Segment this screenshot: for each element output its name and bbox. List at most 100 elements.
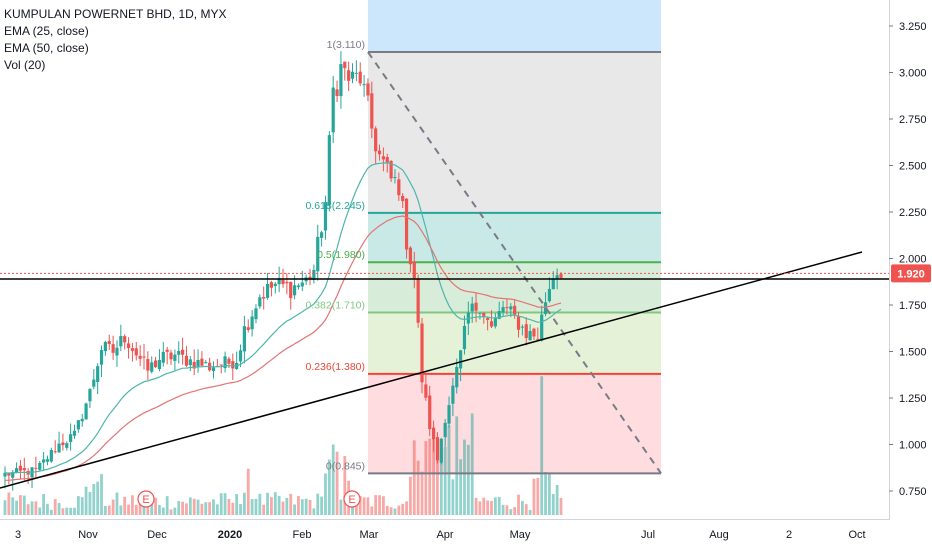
candle-body: [354, 72, 358, 74]
volume-bar: [242, 492, 246, 515]
candle-body: [501, 307, 505, 313]
volume-bar: [327, 459, 331, 515]
volume-bar: [127, 504, 130, 515]
candle-body: [555, 275, 559, 279]
candle-body: [65, 443, 69, 448]
candle-body: [431, 427, 436, 440]
candle-body: [22, 468, 26, 471]
candle-body: [285, 281, 289, 284]
candle-body: [536, 338, 540, 340]
candle-body: [323, 202, 328, 231]
time-tick-label: Mar: [360, 529, 379, 541]
candle-body: [416, 279, 420, 323]
candle-body: [254, 308, 258, 320]
volume-bar: [463, 439, 466, 515]
candle-body: [478, 312, 482, 314]
ascending-trendline[interactable]: [0, 251, 863, 489]
price-tick-label: 0.750: [899, 486, 927, 498]
candle-body: [424, 384, 428, 398]
volume-bar: [316, 493, 320, 515]
volume-bar: [409, 476, 412, 515]
candle-body: [250, 316, 254, 330]
earnings-marker-icon[interactable]: [343, 490, 361, 508]
price-tick-label: 2.250: [899, 207, 927, 219]
fib-level-label: 0.5(1.980): [317, 249, 365, 261]
candle-body: [455, 366, 459, 388]
volume-bar: [424, 441, 428, 515]
candle-body: [76, 420, 80, 430]
volume-bar: [270, 497, 273, 515]
volume-bar: [281, 501, 285, 515]
volume-bar: [474, 497, 478, 515]
earnings-marker-icon[interactable]: [137, 490, 155, 508]
candle-body: [227, 358, 231, 364]
candle-body: [134, 348, 138, 356]
volume-bar: [26, 504, 30, 515]
volume-bar: [235, 494, 239, 515]
candle-body: [88, 389, 92, 402]
volume-bar: [150, 497, 154, 515]
volume-bar: [231, 502, 235, 515]
candle-body: [393, 177, 397, 179]
volume-bar: [262, 504, 266, 515]
volume-bar: [324, 473, 327, 515]
volume-bar: [22, 495, 26, 515]
candle-body: [14, 468, 19, 473]
volume-bar: [219, 493, 223, 515]
candle-body: [18, 465, 23, 471]
volume-bar: [451, 479, 455, 515]
fib-level-label: 0.382(1.710): [305, 299, 365, 311]
price-tick-label: 1.500: [899, 347, 927, 359]
candle-body: [242, 326, 246, 352]
ema50-line: [4, 215, 562, 481]
fib-level-label: 1(3.110): [327, 39, 365, 51]
candle-body: [292, 285, 297, 296]
candle-body: [7, 473, 11, 476]
volume-bar: [358, 496, 362, 515]
candle-body: [300, 282, 304, 287]
candle-body: [157, 359, 162, 370]
time-tick-label: 2020: [218, 529, 242, 541]
candle-body: [447, 405, 451, 424]
candle-body: [470, 303, 474, 312]
volume-bar: [335, 451, 339, 515]
volume-bar: [385, 505, 389, 515]
fib-zone: [368, 312, 661, 374]
volume-bar: [158, 505, 161, 515]
candle-body: [3, 472, 7, 477]
candle-body: [513, 305, 517, 315]
volume-bar: [173, 507, 177, 515]
candle-body: [289, 281, 293, 299]
volume-bar: [466, 444, 470, 515]
candle-body: [547, 288, 552, 302]
volume-bar: [88, 491, 92, 515]
volume-bar: [548, 472, 551, 515]
indicator-volume-label[interactable]: Vol (20): [4, 58, 46, 72]
time-tick-label: 3: [15, 529, 21, 541]
volume-bar: [493, 497, 497, 515]
volume-bar: [165, 496, 169, 515]
earnings-marker-label: E: [348, 494, 355, 506]
candle-body: [219, 364, 223, 366]
volume-bar: [478, 501, 482, 515]
volume-bar: [532, 478, 536, 515]
price-tick-label: 1.750: [899, 300, 927, 312]
candle-body: [138, 355, 142, 359]
candle-body: [231, 361, 235, 369]
candle-body: [211, 367, 216, 371]
indicator-ema25-label[interactable]: EMA (25, close): [4, 24, 89, 38]
candle-body: [161, 351, 165, 363]
time-tick-label: Dec: [147, 529, 167, 541]
volume-bar: [501, 504, 505, 515]
volume-bar: [30, 501, 34, 515]
candle-body: [551, 278, 555, 290]
volume-bar: [455, 416, 459, 515]
candle-body: [474, 302, 478, 311]
volume-bar: [115, 492, 119, 515]
volume-bar: [524, 504, 528, 515]
candle-body: [123, 336, 127, 343]
volume-bar: [42, 494, 46, 515]
candle-body: [397, 179, 401, 196]
indicator-ema50-label[interactable]: EMA (50, close): [4, 41, 89, 55]
